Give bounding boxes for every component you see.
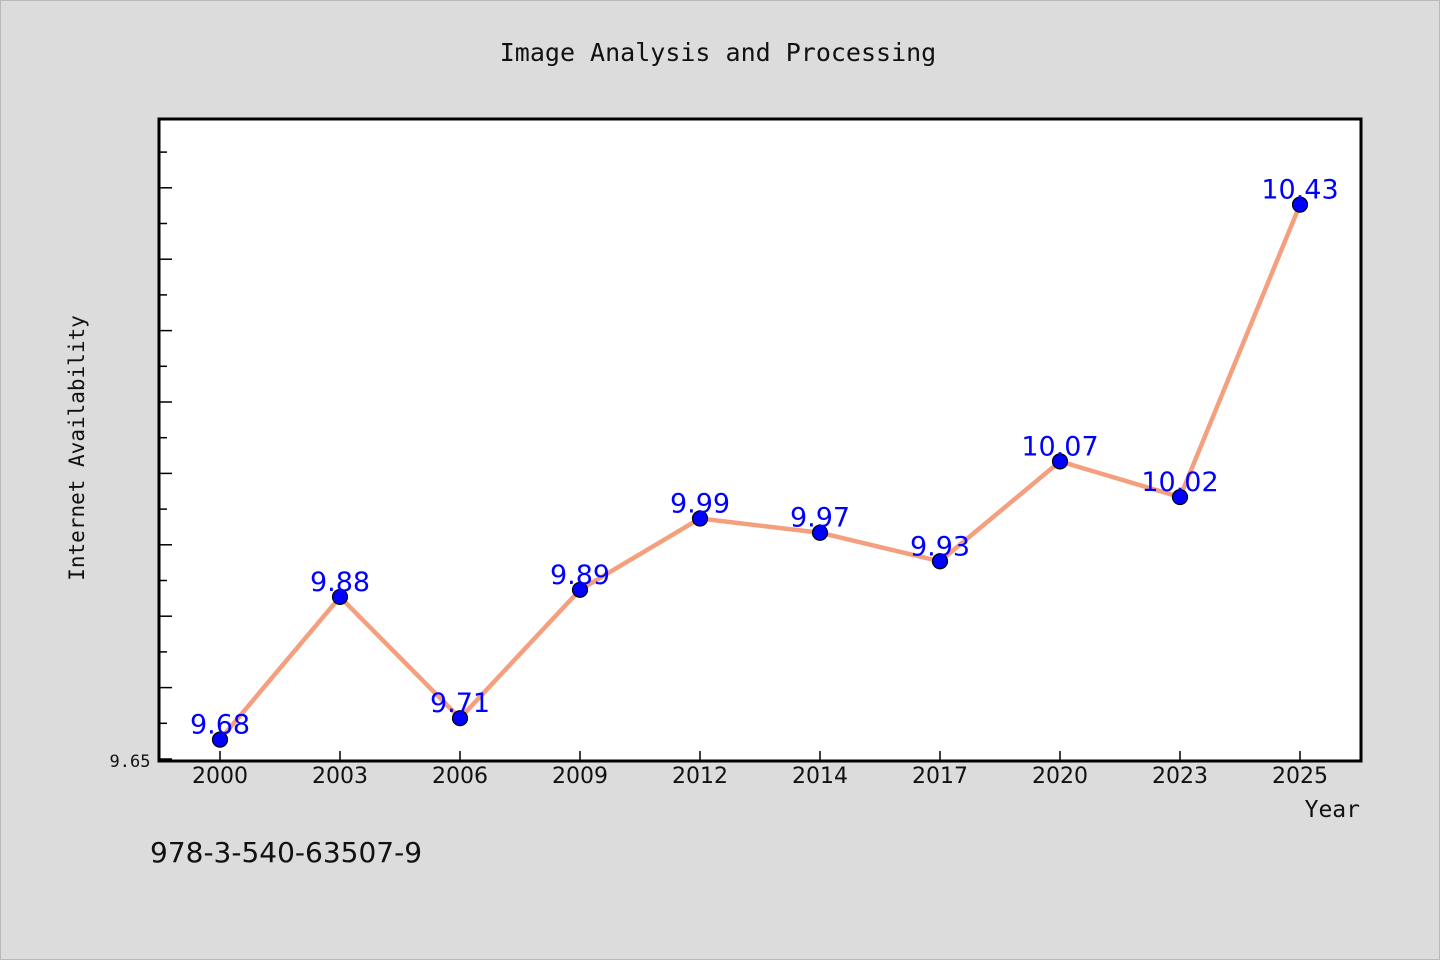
x-tick-label: 2023: [1152, 764, 1208, 789]
data-label: 9.97: [790, 503, 850, 534]
y-axis-label: Internet Availability: [65, 315, 89, 581]
x-axis-label: Year: [1305, 797, 1360, 823]
plot-area: [157, 117, 1363, 763]
data-point: [691, 510, 709, 527]
data-label: 10.02: [1141, 467, 1218, 498]
x-tick-label: 2000: [192, 764, 248, 789]
footer-text: 978-3-540-63507-9: [150, 836, 422, 869]
data-point: [451, 710, 469, 727]
data-label: 9.89: [550, 560, 610, 591]
x-tick-label: 2020: [1032, 764, 1088, 789]
data-point: [331, 588, 349, 606]
data-point: [571, 581, 589, 598]
data-point: [811, 524, 829, 541]
series-layer: 9.68 9.88 9.71 9.89 9.99 9.97 9.93 10.07 10.02 10…: [190, 175, 1339, 748]
data-label: 10.07: [1021, 431, 1098, 462]
data-point: [1291, 196, 1309, 213]
data-label: 9.71: [430, 688, 490, 719]
x-axis-ticks: 2000 2003 2006 2009 2012 2014 2017 2020 2023 2025: [192, 751, 1328, 789]
x-tick-label: 2025: [1272, 764, 1328, 789]
x-tick-label: 2014: [792, 764, 848, 789]
data-point: [211, 731, 229, 748]
x-tick-label: 2017: [912, 764, 968, 789]
data-label: 9.68: [190, 710, 250, 741]
y-axis-ticks: [159, 151, 172, 760]
data-label: 9.88: [310, 567, 370, 598]
data-point: [1171, 488, 1189, 506]
data-label: 9.99: [670, 488, 730, 519]
data-label: 10.43: [1261, 175, 1338, 206]
data-label: 9.93: [910, 531, 970, 562]
x-tick-label: 2012: [672, 764, 728, 789]
y-tick-label: 9.65: [110, 752, 151, 772]
x-tick-label: 2009: [552, 764, 608, 789]
chart-title: Image Analysis and Processing: [500, 38, 937, 67]
data-point: [931, 553, 949, 570]
series-line: [218, 203, 1303, 742]
data-point: [1051, 453, 1069, 470]
x-tick-label: 2003: [312, 764, 368, 789]
x-tick-label: 2006: [432, 764, 488, 789]
